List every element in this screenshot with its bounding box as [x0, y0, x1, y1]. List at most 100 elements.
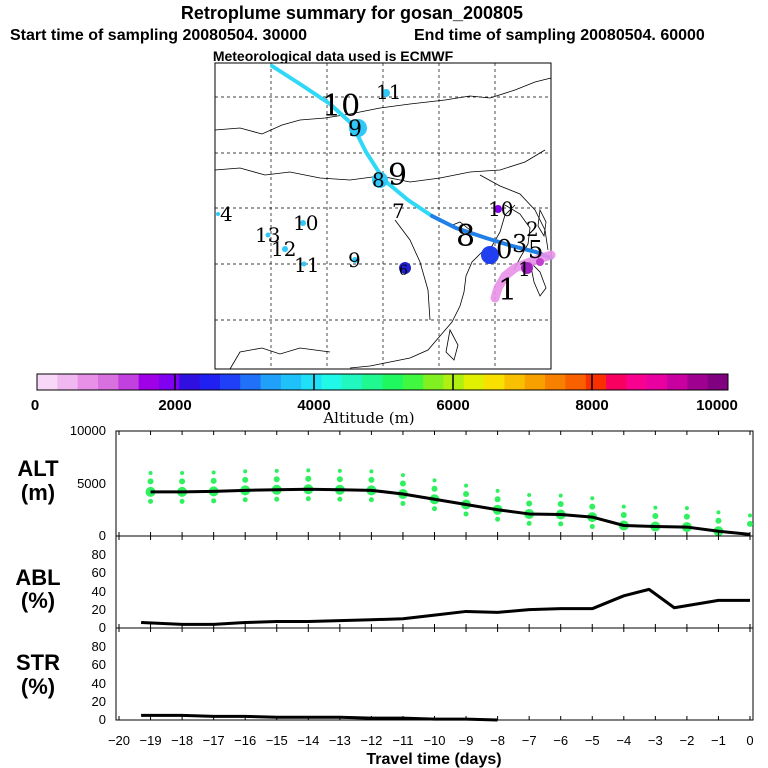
colorbar-swatch: [423, 374, 444, 390]
colorbar-swatch: [179, 374, 201, 390]
colorbar-tick: 4000: [297, 397, 330, 414]
x-tick-label: −7: [522, 733, 537, 748]
colorbar-swatch: [524, 374, 546, 390]
alt-plume-marker: [463, 511, 469, 517]
alt-plume-marker: [589, 524, 595, 530]
alt-panel: ALT (m) 10000 5000 0: [17, 423, 754, 543]
alt-plume-marker: [431, 485, 438, 492]
str-ytick: 0: [99, 712, 106, 727]
plume-marker: [536, 258, 544, 266]
alt-plume-marker: [715, 517, 722, 524]
alt-plume-marker: [747, 520, 753, 527]
alt-plume-marker: [621, 504, 626, 509]
colorbar-swatch: [382, 374, 404, 390]
alt-plume-marker: [337, 468, 342, 473]
colorbar-swatch: [97, 374, 119, 390]
x-tick-label: −13: [329, 733, 351, 748]
alt-plume-marker: [400, 500, 406, 506]
colorbar-swatch: [585, 374, 607, 390]
x-tick-label: −20: [108, 733, 130, 748]
colorbar-swatch: [240, 374, 262, 390]
map-day-label: 5: [528, 236, 543, 264]
end-time-label: End time of sampling 20080504. 60000: [414, 27, 705, 44]
x-tick-label: −16: [234, 733, 256, 748]
map-day-label: 13: [255, 223, 280, 247]
alt-plume-marker: [432, 478, 437, 483]
trajectory-day-labels: 11 10 9 9 8 7 10 8 0 3 2 5 1 1 4 13 10 1…: [220, 80, 543, 308]
colorbar-swatch: [362, 374, 383, 390]
x-tick-label: −5: [585, 733, 600, 748]
x-tick-label: −18: [171, 733, 193, 748]
map-day-label: 1: [498, 273, 517, 308]
series-line: [141, 587, 750, 626]
colorbar-swatch: [484, 374, 505, 390]
alt-plume-marker: [495, 516, 501, 522]
abl-ytick: 40: [92, 584, 106, 599]
alt-ytick: 5000: [77, 476, 106, 491]
colorbar-tick: 6000: [436, 397, 469, 414]
x-tick-label: −17: [203, 733, 225, 748]
alt-plume-marker: [652, 513, 659, 520]
abl-panel: ABL (%) 80 60 40 20 0: [15, 535, 754, 635]
map-day-label: 9: [388, 158, 407, 193]
x-tick-label: −1: [711, 733, 726, 748]
alt-plume-marker: [399, 480, 406, 487]
str-series: [118, 628, 751, 722]
abl-panel-unit: (%): [21, 588, 55, 613]
colorbar-swatch: [626, 374, 648, 390]
map-day-label: 8: [456, 219, 475, 254]
alt-plume-marker: [464, 483, 469, 488]
map-day-label: 12: [271, 237, 296, 261]
alt-plume-marker: [716, 510, 721, 515]
alt-plume-marker: [368, 476, 375, 483]
colorbar-label: Altitude (m): [322, 409, 414, 427]
map-day-label: 1: [518, 257, 531, 281]
colorbar-tick: 2000: [158, 397, 191, 414]
colorbar-swatch: [138, 374, 160, 390]
map-day-label: 10: [293, 211, 318, 235]
colorbar-swatch: [301, 374, 323, 390]
alt-plume-marker: [653, 505, 658, 510]
alt-plume-marker: [557, 500, 564, 507]
plume-marker: [494, 205, 502, 213]
alt-ytick: 0: [99, 528, 106, 543]
alt-plume-marker: [210, 477, 217, 484]
alt-plume-marker: [273, 476, 280, 483]
alt-plume-marker: [305, 475, 312, 482]
str-ytick: 20: [92, 694, 106, 709]
colorbar-swatch: [199, 374, 221, 390]
colorbar-swatch: [260, 374, 282, 390]
colorbar-swatch: [321, 374, 343, 390]
plume-marker: [481, 246, 499, 264]
map-day-label: 7: [392, 199, 405, 223]
plume-marker: [349, 119, 367, 137]
colorbar-swatch: [565, 374, 587, 390]
colorbar-swatch: [646, 374, 668, 390]
colorbar-swatch: [280, 374, 302, 390]
alt-plume-marker: [180, 471, 185, 475]
colorbar-swatch: [118, 374, 140, 390]
colorbar-tick: 10000: [696, 397, 738, 414]
colorbar-swatch: [504, 374, 526, 390]
alt-plume-marker: [589, 503, 596, 510]
x-axis-ticks: −20 −19 −18 −17 −16 −15 −14 −13 −12 −11 −10 −9 −8 −7−…: [108, 733, 754, 748]
alt-plume-marker: [369, 469, 374, 474]
alt-plume-marker: [179, 498, 185, 504]
plume-marker: [352, 257, 358, 263]
colorbar-tick: 8000: [575, 397, 608, 414]
met-data-label: Meteorological data used is ECMWF: [213, 48, 454, 64]
alt-plume-marker: [306, 468, 311, 473]
colorbar-swatch: [707, 374, 729, 390]
abl-yticks: 80 60 40 20 0: [92, 547, 106, 635]
alt-plume-marker: [337, 496, 343, 502]
alt-plume-marker: [590, 496, 595, 501]
colorbar-swatch: [77, 374, 99, 390]
colorbar-ticks: 0 2000 4000 6000 8000 10000: [31, 397, 738, 414]
colorbar-swatch: [606, 374, 627, 390]
alt-plume-marker: [527, 493, 532, 498]
str-ytick: 80: [92, 639, 106, 654]
colorbar-frame: [36, 373, 729, 391]
colorbar-swatch: [545, 374, 566, 390]
altitude-colorbar: [36, 373, 729, 391]
